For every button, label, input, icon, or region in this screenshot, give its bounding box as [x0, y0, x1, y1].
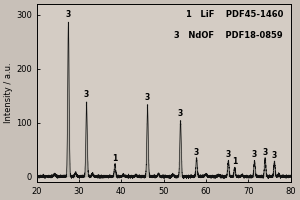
Text: 3: 3: [226, 150, 231, 159]
Text: 3   NdOF    PDF18-0859: 3 NdOF PDF18-0859: [174, 31, 283, 40]
Text: 1   LiF    PDF45-1460: 1 LiF PDF45-1460: [185, 10, 283, 19]
Text: 3: 3: [252, 150, 257, 159]
Text: 3: 3: [66, 10, 71, 19]
Text: 1: 1: [232, 157, 237, 166]
Text: 3: 3: [178, 109, 183, 118]
Text: 3: 3: [262, 148, 268, 157]
Text: 3: 3: [194, 148, 199, 157]
Y-axis label: Intensity / a.u.: Intensity / a.u.: [4, 63, 13, 123]
Text: 3: 3: [84, 90, 89, 99]
Text: 1: 1: [112, 154, 118, 163]
Text: 3: 3: [145, 93, 150, 102]
Text: 3: 3: [272, 151, 277, 160]
